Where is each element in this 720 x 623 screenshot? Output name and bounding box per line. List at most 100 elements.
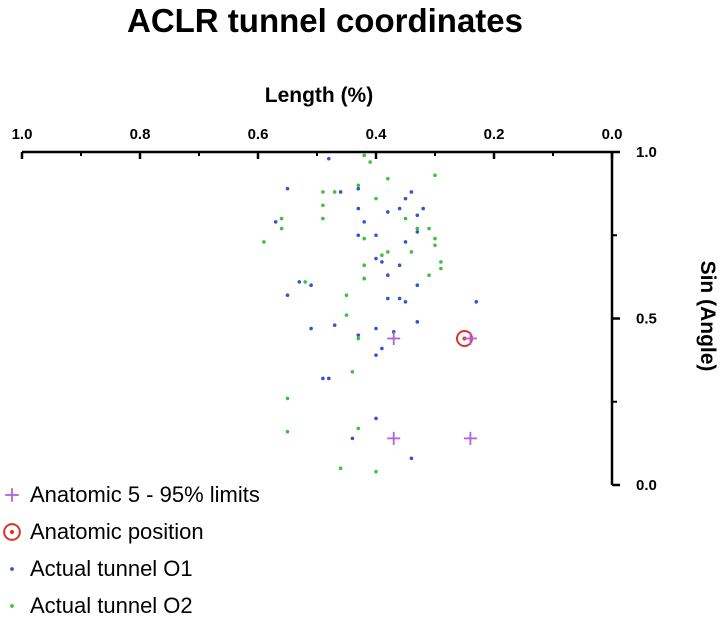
limit-marker <box>463 431 477 445</box>
tunnel-o2-point <box>433 173 437 178</box>
tunnel-o2-point <box>380 253 384 258</box>
tunnel-o2-point <box>427 226 431 231</box>
legend-circle-symbol <box>3 523 21 541</box>
tunnel-o1-point <box>415 213 420 218</box>
legend-dot-symbol-o1 <box>10 567 14 571</box>
tunnel-o1-point <box>415 283 420 288</box>
tunnel-o1-point <box>397 263 402 268</box>
y-tick-label: 0.0 <box>636 477 657 494</box>
tunnel-o2-point <box>285 396 290 401</box>
legend-item: Actual tunnel O2 <box>0 589 193 623</box>
tunnel-o1-point <box>297 280 302 284</box>
tunnel-o1-point <box>397 206 402 211</box>
tunnel-o2-point <box>344 313 349 317</box>
tunnel-o2-point <box>332 190 337 194</box>
tunnel-o1-point <box>356 333 361 337</box>
tunnel-o2-point <box>362 263 367 268</box>
tunnel-o1-point <box>374 256 378 261</box>
x-tick-label: 0.2 <box>484 126 505 143</box>
tunnel-o2-point <box>321 216 325 221</box>
tunnel-o1-point <box>415 320 420 324</box>
tunnel-o2-point <box>433 243 437 248</box>
tunnel-o1-point <box>356 206 361 211</box>
tunnel-o2-point <box>374 469 378 474</box>
legend-marker <box>10 604 14 608</box>
tunnel-o1-point <box>285 186 290 191</box>
tunnel-o1-point <box>397 296 402 301</box>
limit-marker <box>387 431 401 445</box>
tunnel-o2-point <box>386 176 390 181</box>
tunnel-o2-point <box>356 183 361 188</box>
tunnel-o1-point <box>321 376 325 381</box>
tunnel-o2-point <box>303 280 308 284</box>
tunnel-o1-point <box>362 220 367 224</box>
tunnel-o1-point <box>415 230 420 234</box>
tunnel-o1-point <box>327 376 331 381</box>
limit-marker <box>387 331 401 345</box>
tunnel-o1-point <box>421 206 426 211</box>
tunnel-o2-point <box>427 273 431 278</box>
chart-title: ACLR tunnel coordinates <box>126 2 524 39</box>
x-axis-ticks: 1.0 0.8 0.6 0.4 0.2 0.0 <box>12 126 623 159</box>
tunnel-o1-point <box>386 210 390 214</box>
tunnel-o1-point <box>409 190 414 194</box>
tunnel-o1-point <box>285 293 290 297</box>
tunnel-o1-point <box>386 296 390 301</box>
legend-label: Anatomic position <box>30 519 204 544</box>
tunnel-o2-point <box>374 196 378 201</box>
tunnel-o2-point <box>350 369 355 374</box>
tunnel-o1-point <box>380 260 384 264</box>
x-tick-label: 0.6 <box>248 126 269 143</box>
x-tick-label: 1.0 <box>12 126 33 143</box>
tunnel-o2-point <box>321 203 325 208</box>
x-axis-label: Length (%) <box>264 84 374 107</box>
legend-item: Anatomic 5 - 95% limits <box>0 478 260 512</box>
tunnel-o2-point <box>356 426 361 431</box>
tunnel-o2-point <box>344 293 349 297</box>
legend-marker <box>10 567 14 571</box>
x-tick-label: 0.0 <box>602 126 623 143</box>
tunnel-o1-point <box>386 273 390 278</box>
limit-marker <box>463 331 477 345</box>
legend-dot-symbol-o2 <box>10 604 14 608</box>
legend-marker <box>5 488 19 502</box>
tunnel-o2-point <box>362 276 367 281</box>
y-axis-ticks: 1.0 0.5 0.0 <box>612 144 657 494</box>
tunnel-o2-point <box>321 190 325 194</box>
tunnel-o1-point <box>350 436 355 441</box>
tunnel-o1-point <box>374 326 378 331</box>
tunnel-o1-point <box>380 346 384 351</box>
legend-label: Anatomic 5 - 95% limits <box>30 482 260 507</box>
tunnel-o2-point <box>439 266 443 271</box>
tunnel-o2-point <box>279 226 284 231</box>
tunnel-o1-point <box>474 300 479 304</box>
tunnel-o2-point <box>262 240 266 244</box>
tunnel-o1-point <box>409 456 414 461</box>
legend-marker <box>3 523 21 541</box>
tunnel-o1-point <box>403 196 408 201</box>
tunnel-o2-point <box>356 336 361 341</box>
tunnel-o1-point <box>332 323 337 327</box>
y-tick-label: 1.0 <box>636 144 657 161</box>
tunnel-o2-point <box>368 160 372 164</box>
tunnel-o1-point <box>338 190 343 194</box>
x-tick-label: 0.8 <box>130 126 151 143</box>
tunnel-o1-point <box>273 220 278 224</box>
legend-item: Actual tunnel O1 <box>0 552 193 586</box>
tunnel-o2-point <box>338 466 343 471</box>
y-tick-label: 0.5 <box>636 311 657 328</box>
legend-plus-symbol <box>5 488 19 502</box>
tunnel-o2-point <box>409 250 414 254</box>
tunnel-o1-point <box>356 186 361 191</box>
tunnel-o2-point <box>415 226 420 231</box>
tunnel-o2-point <box>362 236 367 241</box>
tunnel-o2-point <box>403 216 408 221</box>
legend-item: Anatomic position <box>0 515 204 549</box>
tunnel-o1-point <box>374 416 378 421</box>
tunnel-o2-point <box>362 153 367 158</box>
tunnel-o1-point <box>403 240 408 244</box>
tunnel-o1-point <box>309 326 313 331</box>
tunnel-o2-point <box>433 236 437 241</box>
tunnel-o1-point <box>309 283 313 288</box>
